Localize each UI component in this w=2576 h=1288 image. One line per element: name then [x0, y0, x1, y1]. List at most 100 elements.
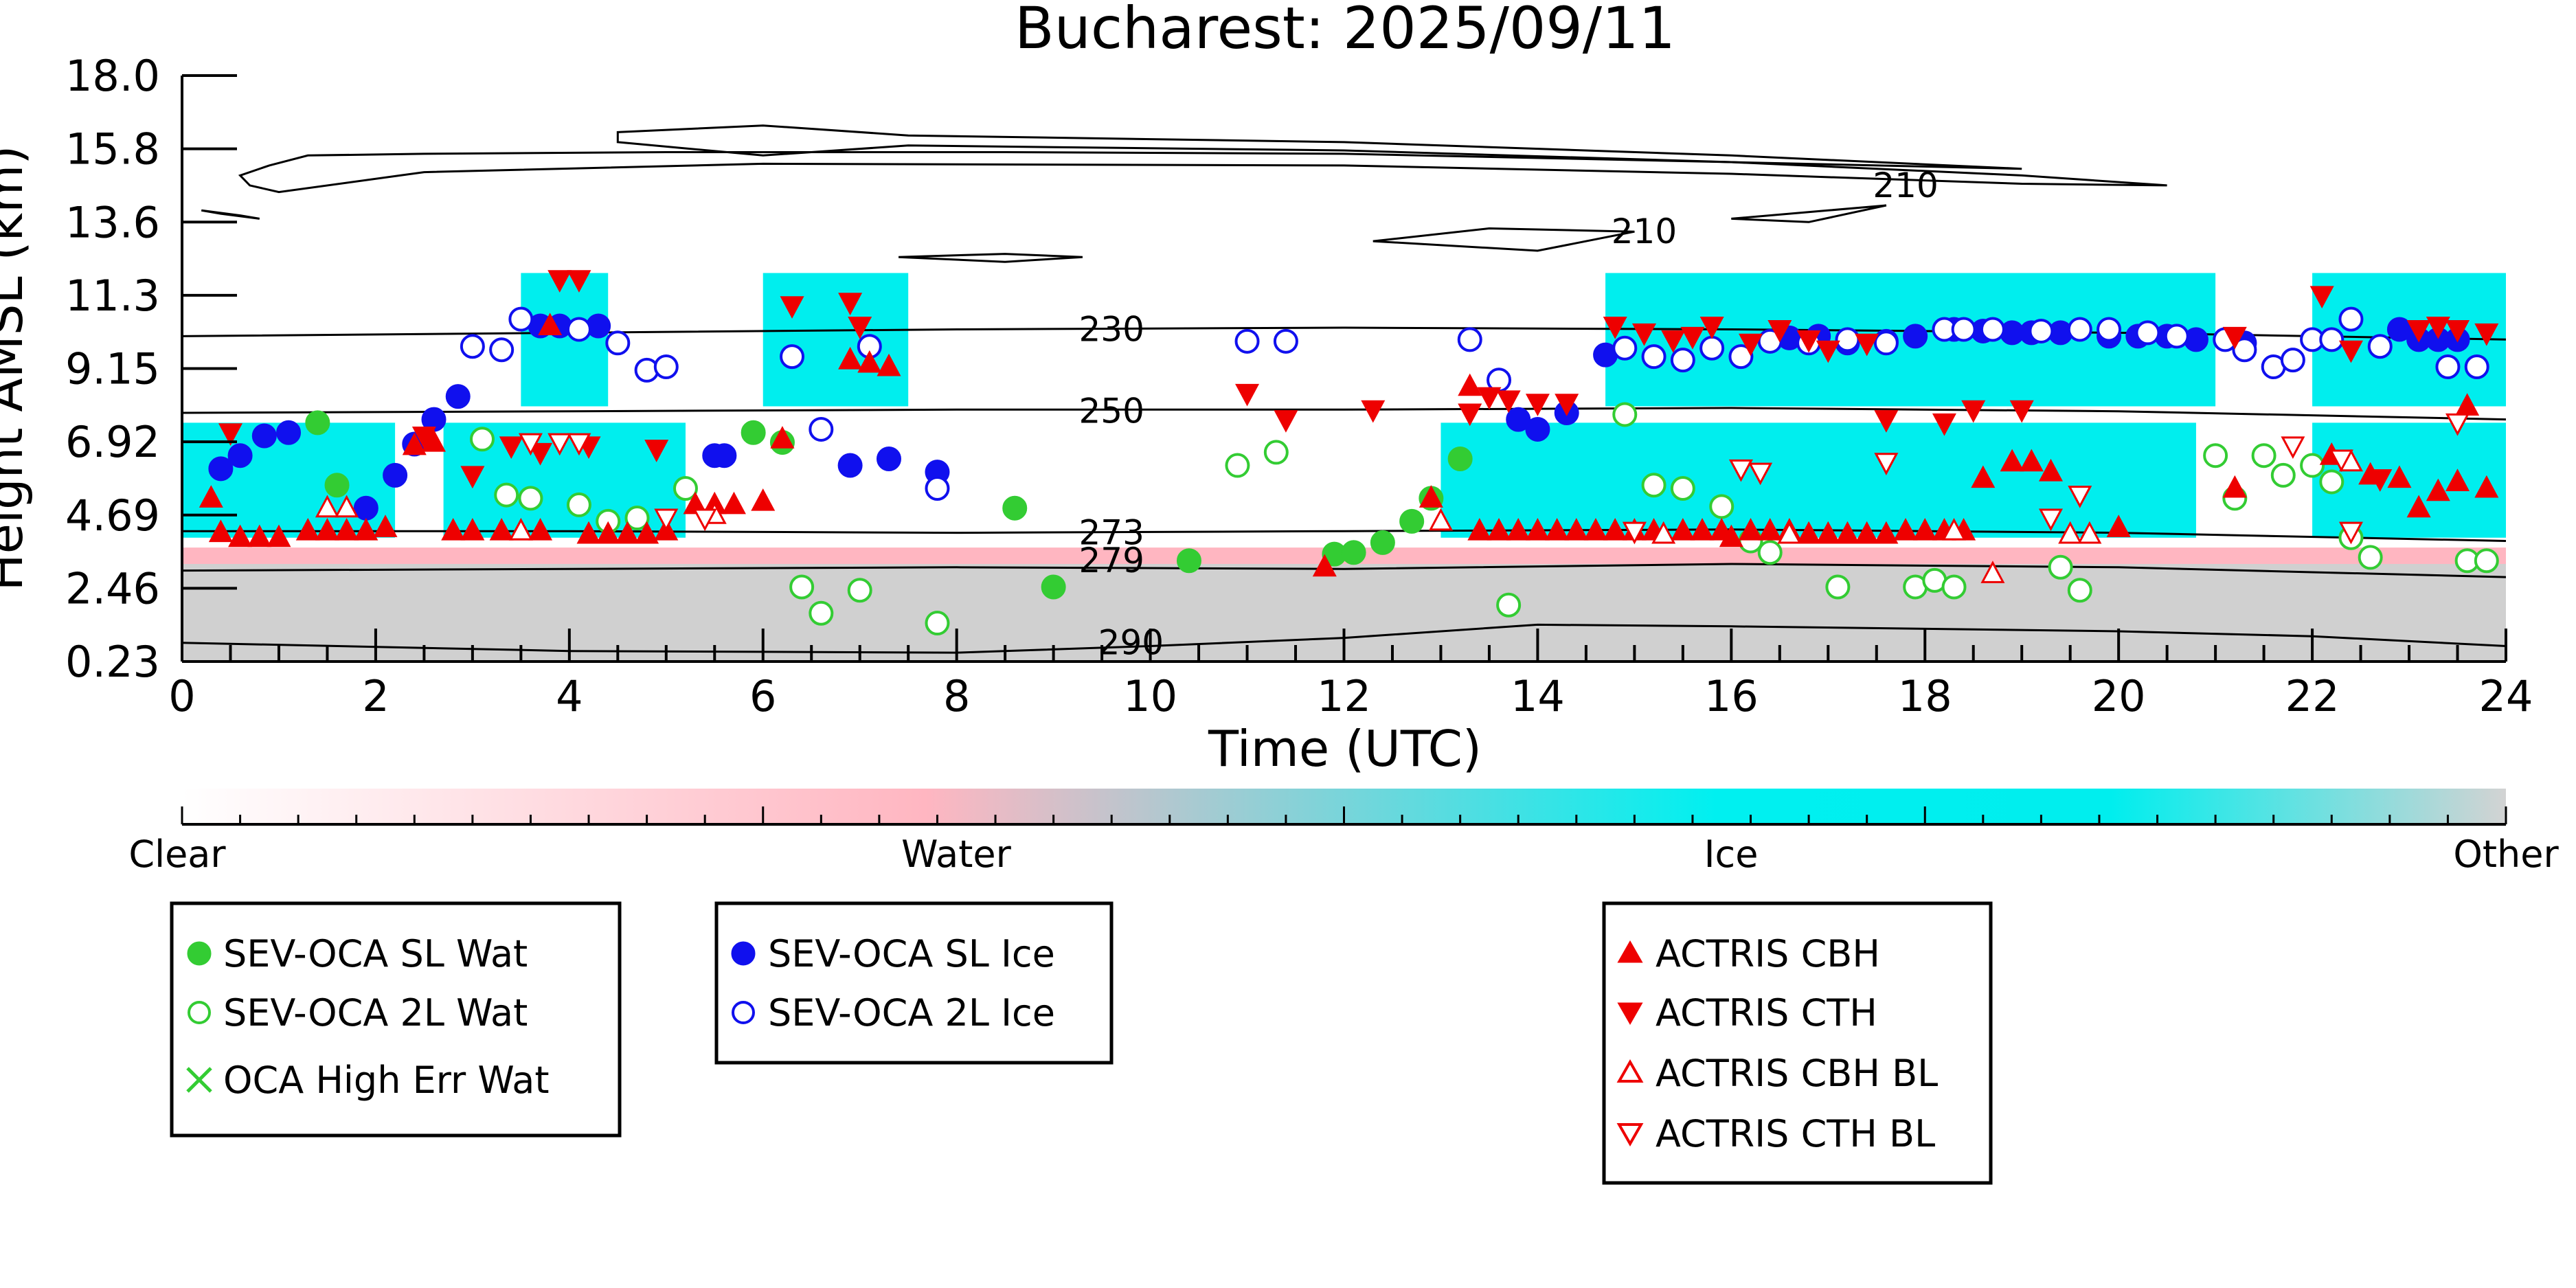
contour-label: 230 — [1078, 309, 1144, 349]
marker-sev-oca-2l-wat — [1225, 453, 1250, 478]
marker-actris-cth — [1555, 394, 1579, 416]
marker-actris-cth — [848, 317, 872, 339]
marker-actris-cbh — [247, 524, 272, 547]
marker-sev-oca-2l-ice — [2435, 354, 2461, 380]
marker-actris-cth — [780, 296, 804, 319]
marker-actris-cbh — [199, 485, 223, 508]
marker-actris-cbh — [2106, 515, 2131, 537]
marker-actris-cbh — [683, 491, 708, 515]
marker-sev-oca-2l-wat — [2048, 554, 2073, 580]
marker-sev-oca-2l-wat — [2358, 545, 2383, 570]
marker-actris-cbh — [2445, 468, 2470, 491]
legend-label-high-err-wat: OCA High Err Wat — [223, 1059, 550, 1102]
marker-sev-oca-2l-ice — [1234, 328, 1260, 354]
marker-actris-cbh — [295, 518, 320, 541]
marker-actris-cth-bl — [547, 433, 572, 456]
marker-actris-cth — [838, 293, 863, 315]
y-tick-label: 6.92 — [65, 417, 160, 467]
marker-sev-oca-sl-ice — [1525, 416, 1550, 442]
y-tick-label: 4.69 — [65, 490, 160, 541]
colorbar: Clear Water Ice Other — [128, 789, 2559, 876]
marker-actris-cth — [1816, 340, 1840, 363]
legend-marker-sl-wat — [187, 941, 212, 966]
marker-actris-cth — [411, 427, 436, 449]
marker-actris-cth-bl — [2338, 521, 2363, 545]
marker-actris-cbh — [1419, 485, 1443, 508]
marker-sev-oca-2l-ice — [489, 337, 515, 363]
marker-actris-cbh-bl — [1942, 518, 1967, 541]
marker-actris-cbh-bl — [315, 495, 339, 518]
marker-sev-oca-2l-wat — [847, 578, 872, 603]
marker-actris-cbh — [373, 515, 398, 537]
marker-actris-cbh — [1487, 518, 1511, 541]
marker-actris-cbh — [1506, 518, 1530, 541]
colorbar-label-other: Other — [2453, 833, 2559, 876]
marker-actris-cth — [2309, 286, 2334, 309]
marker-actris-cth-bl — [654, 508, 679, 532]
x-tick-label: 10 — [1123, 671, 1177, 721]
marker-sev-oca-2l-ice — [1728, 344, 1754, 370]
marker-sev-oca-sl-ice — [1506, 407, 1531, 432]
legend-marker-actris-cth-bl — [1616, 1123, 1644, 1147]
marker-actris-cbh — [354, 518, 379, 541]
marker-actris-cth-bl — [1748, 462, 1773, 486]
marker-sev-oca-2l-ice — [1612, 335, 1638, 361]
legend-label-2l-ice: SEV-OCA 2L Ice — [768, 991, 1055, 1035]
x-tick-label: 12 — [1317, 671, 1371, 721]
marker-actris-cth-bl — [1874, 453, 1899, 475]
contour-label: 273 — [1078, 513, 1144, 553]
chart-title: Bucharest: 2025/09/11 — [1015, 0, 1675, 62]
marker-actris-cth-bl — [2329, 449, 2353, 473]
plot-area — [182, 124, 2506, 662]
legend-label-actris-cbh-bl: ACTRIS CBH BL — [1656, 1052, 1938, 1095]
marker-actris-cth-bl — [1622, 521, 1647, 545]
marker-sev-oca-2l-wat — [2067, 578, 2092, 603]
marker-actris-cbh — [1855, 521, 1879, 544]
marker-actris-cbh — [1893, 518, 1918, 541]
marker-actris-cbh — [208, 519, 233, 543]
marker-actris-cbh — [2387, 465, 2412, 488]
contour-line-upper — [1731, 204, 1887, 223]
y-tick-label: 9.15 — [65, 344, 160, 394]
marker-actris-cth — [1932, 413, 1956, 436]
x-axis-label: Time (UTC) — [1208, 720, 1482, 778]
marker-sev-oca-2l-ice — [2097, 317, 2122, 342]
marker-actris-cth — [1739, 333, 1763, 357]
marker-sev-oca-2l-ice — [2164, 324, 2189, 349]
marker-actris-cbh — [267, 524, 291, 547]
marker-actris-cth — [1477, 387, 1502, 410]
y-tick-label: 2.46 — [65, 563, 160, 613]
legend-marker-high-err-wat — [186, 1067, 212, 1093]
marker-sev-oca-sl-ice — [276, 420, 302, 445]
marker-actris-cbh — [1816, 521, 1840, 544]
marker-actris-cth — [1458, 403, 1482, 427]
marker-actris-cth — [528, 442, 553, 466]
x-tick-label: 14 — [1511, 671, 1565, 721]
marker-sev-oca-2l-ice — [2029, 318, 2054, 343]
marker-actris-cbh — [335, 518, 359, 541]
marker-sev-oca-2l-wat — [789, 574, 815, 600]
legend-marker-sl-ice — [731, 941, 756, 966]
marker-sev-oca-sl-ice — [2386, 317, 2412, 342]
marker-sev-oca-sl-ice — [712, 443, 737, 468]
marker-sev-oca-2l-ice — [1641, 344, 1667, 370]
marker-sev-oca-sl-ice — [251, 423, 277, 449]
legend-label-sl-wat: SEV-OCA SL Wat — [223, 932, 528, 975]
marker-actris-cbh — [2474, 475, 2499, 498]
marker-actris-cbh — [315, 518, 339, 541]
marker-sev-oca-2l-ice — [2319, 327, 2345, 352]
marker-sev-oca-2l-wat — [809, 600, 834, 626]
marker-sev-oca-2l-wat — [2300, 453, 2325, 478]
marker-actris-cbh — [1312, 554, 1337, 577]
marker-actris-cth-bl — [692, 508, 717, 532]
marker-actris-cbh-bl — [1777, 521, 1802, 544]
contour-label: 279 — [1078, 541, 1144, 580]
marker-actris-cbh — [1603, 518, 1627, 541]
marker-actris-cbh — [1690, 518, 1715, 541]
marker-actris-cth — [1699, 317, 1724, 339]
x-tick-label: 16 — [1704, 671, 1759, 721]
legend-label-actris-cth: ACTRIS CTH — [1656, 991, 1877, 1035]
marker-actris-cth — [460, 466, 485, 489]
marker-actris-cbh — [2038, 458, 2064, 482]
